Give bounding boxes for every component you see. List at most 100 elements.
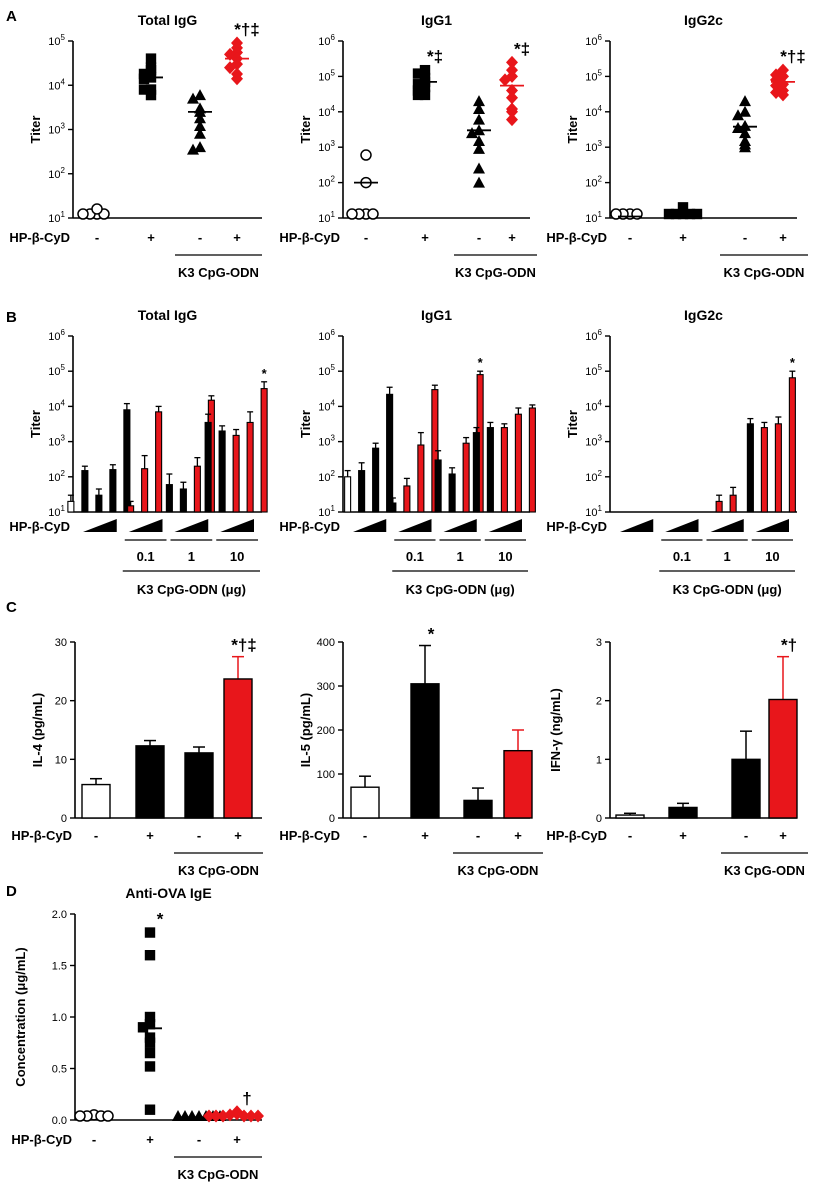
dose-wedge <box>83 519 117 532</box>
data-point-diamond <box>224 61 236 75</box>
group-label: K3 CpG-ODN <box>178 265 259 280</box>
chart-title: IgG1 <box>421 307 452 323</box>
group-label: K3 CpG-ODN (μg) <box>406 582 515 597</box>
treatment-label: HP-β-CyD <box>546 828 607 843</box>
bar <box>67 500 75 513</box>
y-tick-exponent: 4 <box>61 398 66 407</box>
bar <box>403 485 411 513</box>
y-tick-base: 10 <box>585 142 597 154</box>
y-tick-exponent: 2 <box>61 469 66 478</box>
data-point-square <box>684 208 696 220</box>
data-point-square <box>691 208 703 220</box>
data-point-diamond <box>506 113 518 127</box>
data-point-triangle <box>187 143 199 155</box>
bar <box>500 427 508 513</box>
y-tick-exponent: 5 <box>598 363 603 372</box>
y-tick-label: 2 <box>596 696 602 708</box>
data-point-square <box>144 1061 156 1072</box>
group-label: K3 CpG-ODN <box>724 265 805 280</box>
data-point-diamond <box>506 91 518 105</box>
dose-wedge <box>755 519 789 532</box>
y-tick-label: 1.0 <box>52 1012 67 1024</box>
y-tick-base: 10 <box>48 366 60 378</box>
plus-label: + <box>146 1132 154 1147</box>
data-point-circle <box>77 208 89 220</box>
data-point-triangle <box>739 95 751 107</box>
treatment-label: HP-β-CyD <box>279 230 340 245</box>
treatment-label: HP-β-CyD <box>546 519 607 534</box>
bar <box>615 814 645 819</box>
y-axis-label: Titer <box>565 410 580 438</box>
data-point-square <box>144 1104 156 1115</box>
plus-label: + <box>514 828 522 843</box>
dose-wedge <box>174 519 209 532</box>
dose-label: 0.1 <box>406 549 424 564</box>
y-tick-exponent: 6 <box>331 33 336 42</box>
data-point-triangle <box>473 142 485 154</box>
minus-label: - <box>476 828 480 843</box>
significance-mark: *†‡ <box>231 636 257 655</box>
y-tick-exponent: 1 <box>61 210 66 219</box>
treatment-label: HP-β-CyD <box>9 519 70 534</box>
dose-label: 1 <box>724 549 731 564</box>
bar <box>462 442 470 513</box>
y-tick-label: 1 <box>596 754 602 766</box>
bar <box>232 434 240 513</box>
y-tick-label: 102 <box>318 469 335 484</box>
bar <box>528 407 536 513</box>
dose-wedge <box>710 519 744 532</box>
bar <box>141 468 149 513</box>
significance-mark: * <box>478 355 484 370</box>
y-tick-base: 10 <box>318 401 330 413</box>
minus-label: - <box>628 828 632 843</box>
y-tick-label: 101 <box>318 504 335 519</box>
y-tick-label: 105 <box>48 33 65 48</box>
data-point-triangle <box>194 89 206 101</box>
dose-wedge <box>220 519 254 532</box>
plus-label: + <box>779 230 787 245</box>
data-point-diamond <box>217 1109 229 1123</box>
y-tick-exponent: 5 <box>598 68 603 77</box>
bar <box>417 444 425 513</box>
dose-wedge <box>443 519 477 532</box>
y-tick-exponent: 3 <box>598 139 603 148</box>
dose-wedge <box>488 519 522 532</box>
y-tick-label: 102 <box>318 175 335 190</box>
y-tick-label: 30 <box>55 637 67 649</box>
y-tick-base: 10 <box>318 213 330 225</box>
bar <box>448 473 456 513</box>
y-tick-label: 10 <box>55 754 67 766</box>
y-tick-base: 10 <box>318 36 330 48</box>
data-point-circle <box>91 203 103 215</box>
y-tick-label: 101 <box>48 504 65 519</box>
y-tick-exponent: 6 <box>598 328 603 337</box>
data-point-triangle <box>473 113 485 125</box>
y-tick-label: 400 <box>317 637 335 649</box>
y-tick-label: 104 <box>318 104 335 119</box>
plus-label: + <box>233 1132 241 1147</box>
plus-label: + <box>147 230 155 245</box>
y-tick-exponent: 5 <box>331 363 336 372</box>
data-point-diamond <box>231 72 243 86</box>
y-tick-exponent: 6 <box>598 33 603 42</box>
data-point-square <box>670 208 682 220</box>
group-label: K3 CpG-ODN <box>455 265 536 280</box>
y-tick-exponent: 2 <box>331 469 336 478</box>
y-tick-label: 105 <box>585 68 602 83</box>
dose-wedge <box>128 519 163 532</box>
y-tick-label: 103 <box>585 434 602 449</box>
y-tick-label: 106 <box>585 33 602 48</box>
bar <box>386 393 394 513</box>
data-point-square <box>412 68 424 79</box>
y-tick-label: 101 <box>318 210 335 225</box>
y-axis-label: Titer <box>28 410 43 438</box>
data-point-diamond <box>777 88 789 102</box>
panel-label-b: B <box>6 309 17 326</box>
y-tick-base: 10 <box>318 507 330 519</box>
y-axis-label: Concentration (μg/mL) <box>13 947 28 1086</box>
y-tick-exponent: 6 <box>331 328 336 337</box>
y-tick-base: 10 <box>48 80 60 92</box>
